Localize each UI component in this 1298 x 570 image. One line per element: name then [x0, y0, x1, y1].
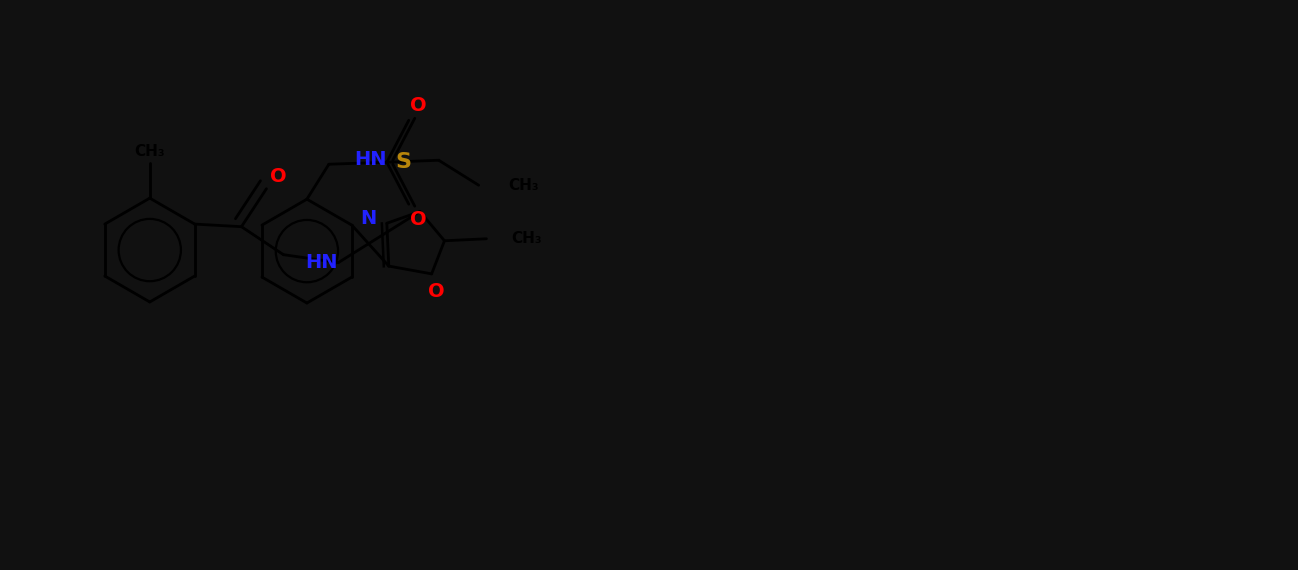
Text: HN: HN	[354, 150, 387, 169]
Text: HN: HN	[305, 253, 337, 272]
Text: CH₃: CH₃	[135, 144, 165, 158]
Text: S: S	[396, 152, 411, 172]
Text: CH₃: CH₃	[511, 231, 543, 246]
Text: N: N	[361, 209, 376, 228]
Text: O: O	[428, 282, 445, 302]
Text: O: O	[410, 210, 427, 229]
Text: O: O	[270, 167, 287, 186]
Text: CH₃: CH₃	[509, 178, 539, 193]
Text: O: O	[410, 96, 427, 115]
